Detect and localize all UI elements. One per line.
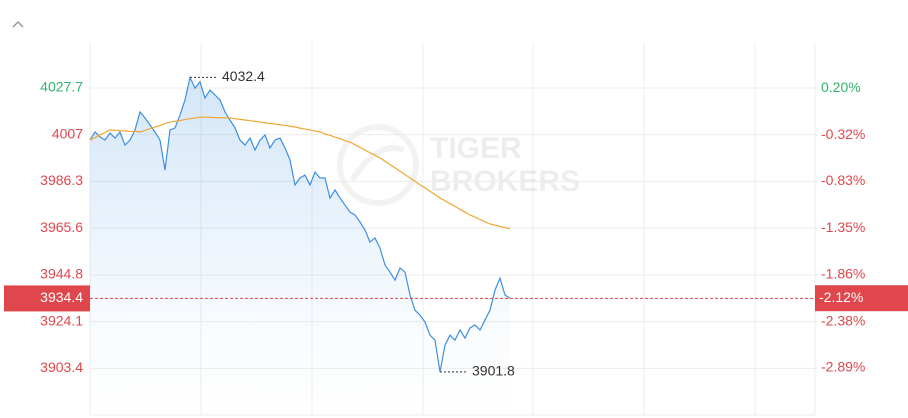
low-label: 3901.8 <box>472 363 515 379</box>
y2-tick-label: -2.38% <box>821 312 865 328</box>
last-change-box <box>815 285 908 312</box>
y2-tick-label: -2.89% <box>821 359 865 375</box>
last-change-label: -2.12% <box>819 289 863 305</box>
last-price-box <box>4 285 90 312</box>
y2-tick-label: 0.20% <box>821 79 861 95</box>
watermark-text: TIGER <box>430 132 522 165</box>
y2-tick-label: -1.35% <box>821 219 865 235</box>
high-label: 4032.4 <box>222 68 265 84</box>
average-line <box>89 116 511 230</box>
y-tick-label: 3924.1 <box>40 312 83 328</box>
y-tick-label: 3903.4 <box>40 359 83 375</box>
y-tick-label: 3965.6 <box>40 219 83 235</box>
y-tick-label: 3944.8 <box>40 266 83 282</box>
price-area <box>90 77 510 415</box>
y2-tick-label: -0.83% <box>821 172 865 188</box>
y-tick-label: 4027.7 <box>40 79 83 95</box>
y2-tick-label: -0.32% <box>821 126 865 142</box>
last-price-label: 3934.4 <box>40 289 83 305</box>
collapse-icon[interactable] <box>12 20 24 28</box>
y-tick-label: 3986.3 <box>40 172 83 188</box>
watermark-logo <box>337 124 419 206</box>
y-tick-label: 4007 <box>52 125 83 141</box>
y2-tick-label: -1.86% <box>821 265 865 281</box>
